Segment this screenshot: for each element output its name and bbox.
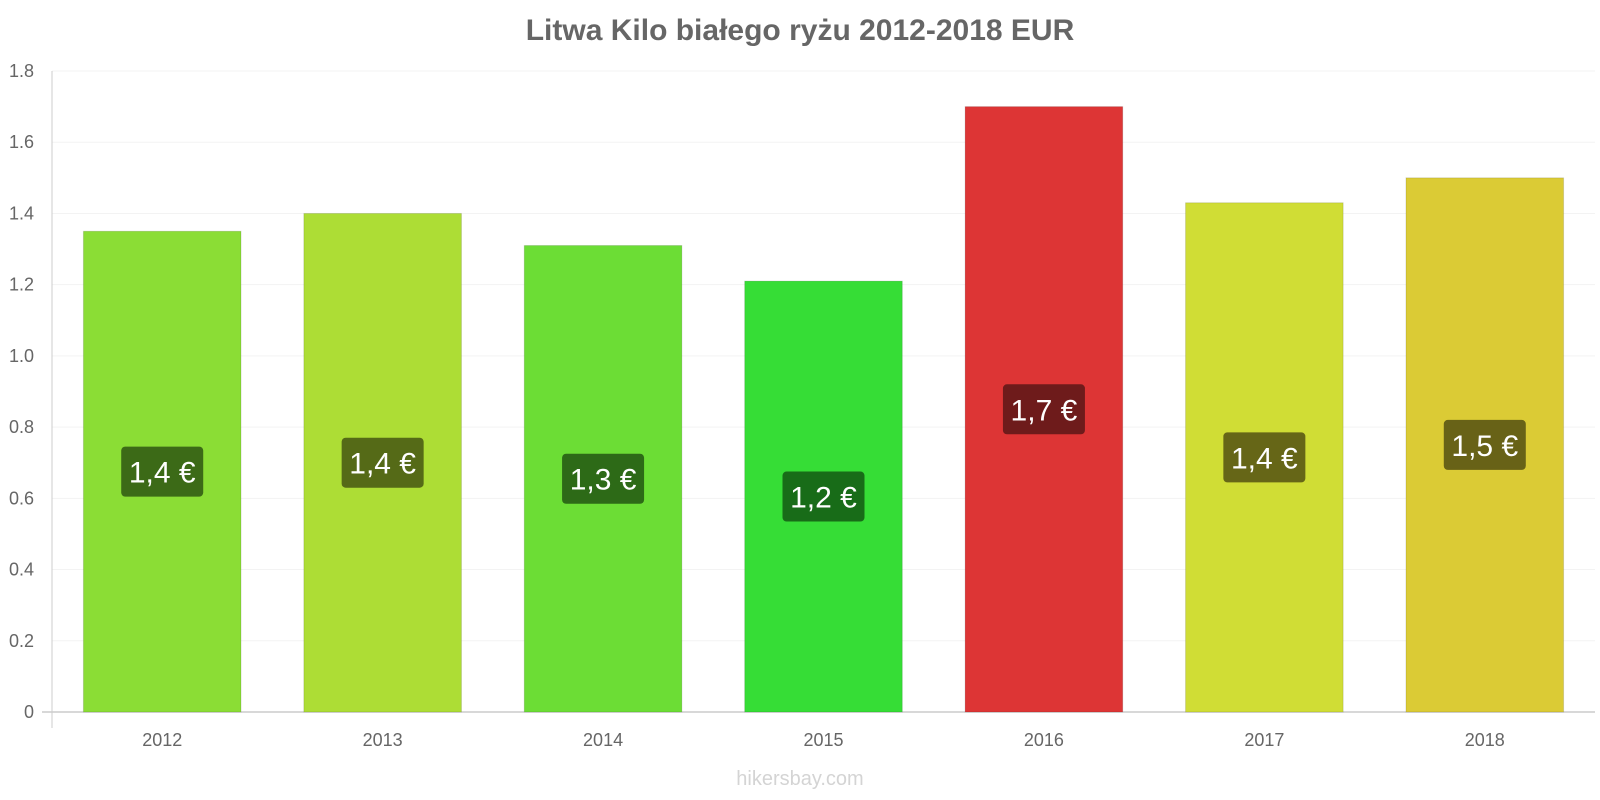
data-label-box	[121, 446, 204, 497]
watermark: hikersbay.com	[736, 768, 864, 790]
x-tick-label: 2017	[1244, 730, 1284, 750]
y-tick-label: 0.4	[9, 560, 34, 580]
y-tick-label: 1.8	[9, 61, 34, 81]
data-label-box	[341, 437, 424, 488]
y-tick-label: 0.6	[9, 488, 34, 508]
data-label: 1,4 €	[1231, 442, 1298, 475]
y-tick-label: 1.4	[9, 203, 34, 223]
data-label: 1,4 €	[349, 448, 416, 481]
data-label: 1,4 €	[129, 457, 196, 490]
x-tick-label: 2012	[142, 730, 182, 750]
data-label: 1,5 €	[1451, 430, 1518, 463]
data-label-box	[1443, 419, 1526, 470]
y-tick-label: 0.2	[9, 631, 34, 651]
data-label-box	[782, 471, 865, 522]
chart-title: Litwa Kilo białego ryżu 2012-2018 EUR	[525, 14, 1075, 47]
data-labels: 1,4 € 1,4 € 1,3 € 1,2 € 1,7 € 1,4 € 1,5 €	[121, 384, 1526, 522]
x-tick-label: 2016	[1024, 730, 1064, 750]
y-tick-label: 0.8	[9, 417, 34, 437]
bars	[82, 106, 1565, 713]
y-tick-label: 1.0	[9, 346, 34, 366]
y-tick-label: 1.6	[9, 132, 34, 152]
y-tick-label: 0	[24, 702, 34, 722]
x-tick-label: 2015	[803, 730, 843, 750]
data-label-box	[1223, 432, 1306, 483]
data-label: 1,3 €	[570, 464, 637, 497]
data-label-box	[562, 453, 645, 504]
x-tick-label: 2014	[583, 730, 623, 750]
data-label: 1,7 €	[1011, 394, 1078, 427]
x-tick-label: 2013	[363, 730, 403, 750]
data-label: 1,2 €	[790, 482, 857, 515]
data-label-box	[1002, 384, 1085, 435]
y-tick-label: 1.2	[9, 275, 34, 295]
x-tick-label: 2018	[1465, 730, 1505, 750]
